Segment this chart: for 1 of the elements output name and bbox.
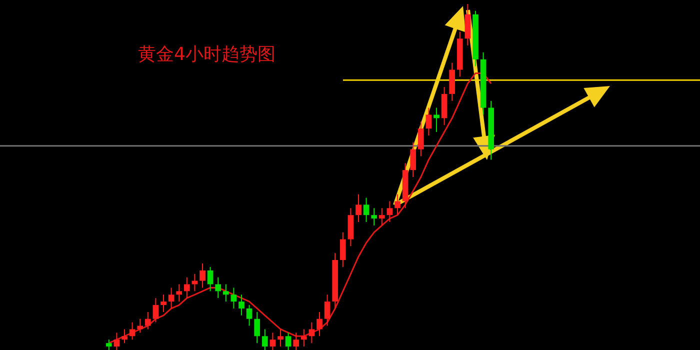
text: 黄金4小时趋势图 <box>138 43 276 66</box>
